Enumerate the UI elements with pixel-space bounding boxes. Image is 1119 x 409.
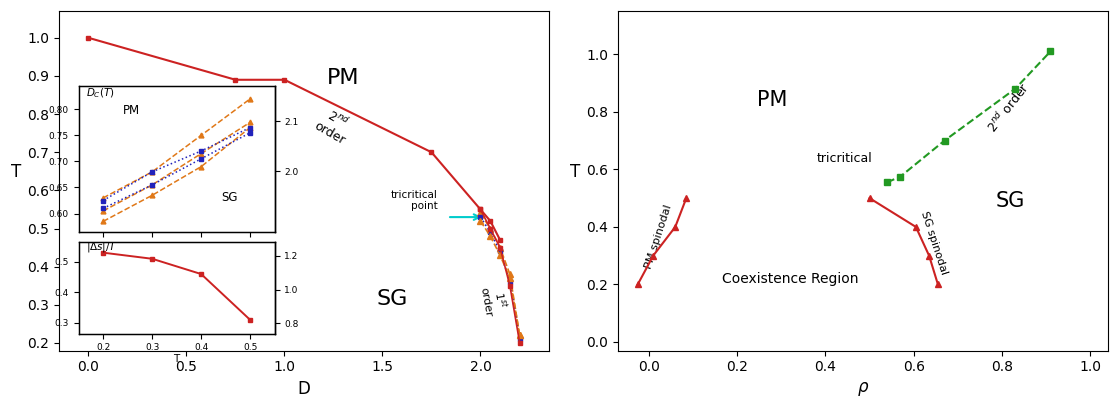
Text: SG: SG [996, 191, 1025, 211]
Text: Coexistence Region: Coexistence Region [722, 272, 858, 286]
Text: SG: SG [377, 289, 408, 309]
Text: 2$^{nd}$
order: 2$^{nd}$ order [311, 104, 356, 147]
Text: PM: PM [327, 67, 359, 88]
Text: SG spinodal: SG spinodal [919, 210, 949, 276]
X-axis label: D: D [298, 380, 310, 398]
Text: 2$^{nd}$ order: 2$^{nd}$ order [984, 79, 1033, 136]
X-axis label: $\rho$: $\rho$ [857, 380, 869, 398]
Y-axis label: T: T [11, 163, 21, 181]
Text: PM spinodal: PM spinodal [643, 204, 674, 270]
Text: PM: PM [758, 90, 788, 110]
Y-axis label: T: T [570, 163, 580, 181]
Text: tricritical: tricritical [817, 152, 873, 165]
Text: 1$^{st}$
order: 1$^{st}$ order [478, 284, 510, 318]
Text: tricritical
point: tricritical point [391, 190, 438, 211]
